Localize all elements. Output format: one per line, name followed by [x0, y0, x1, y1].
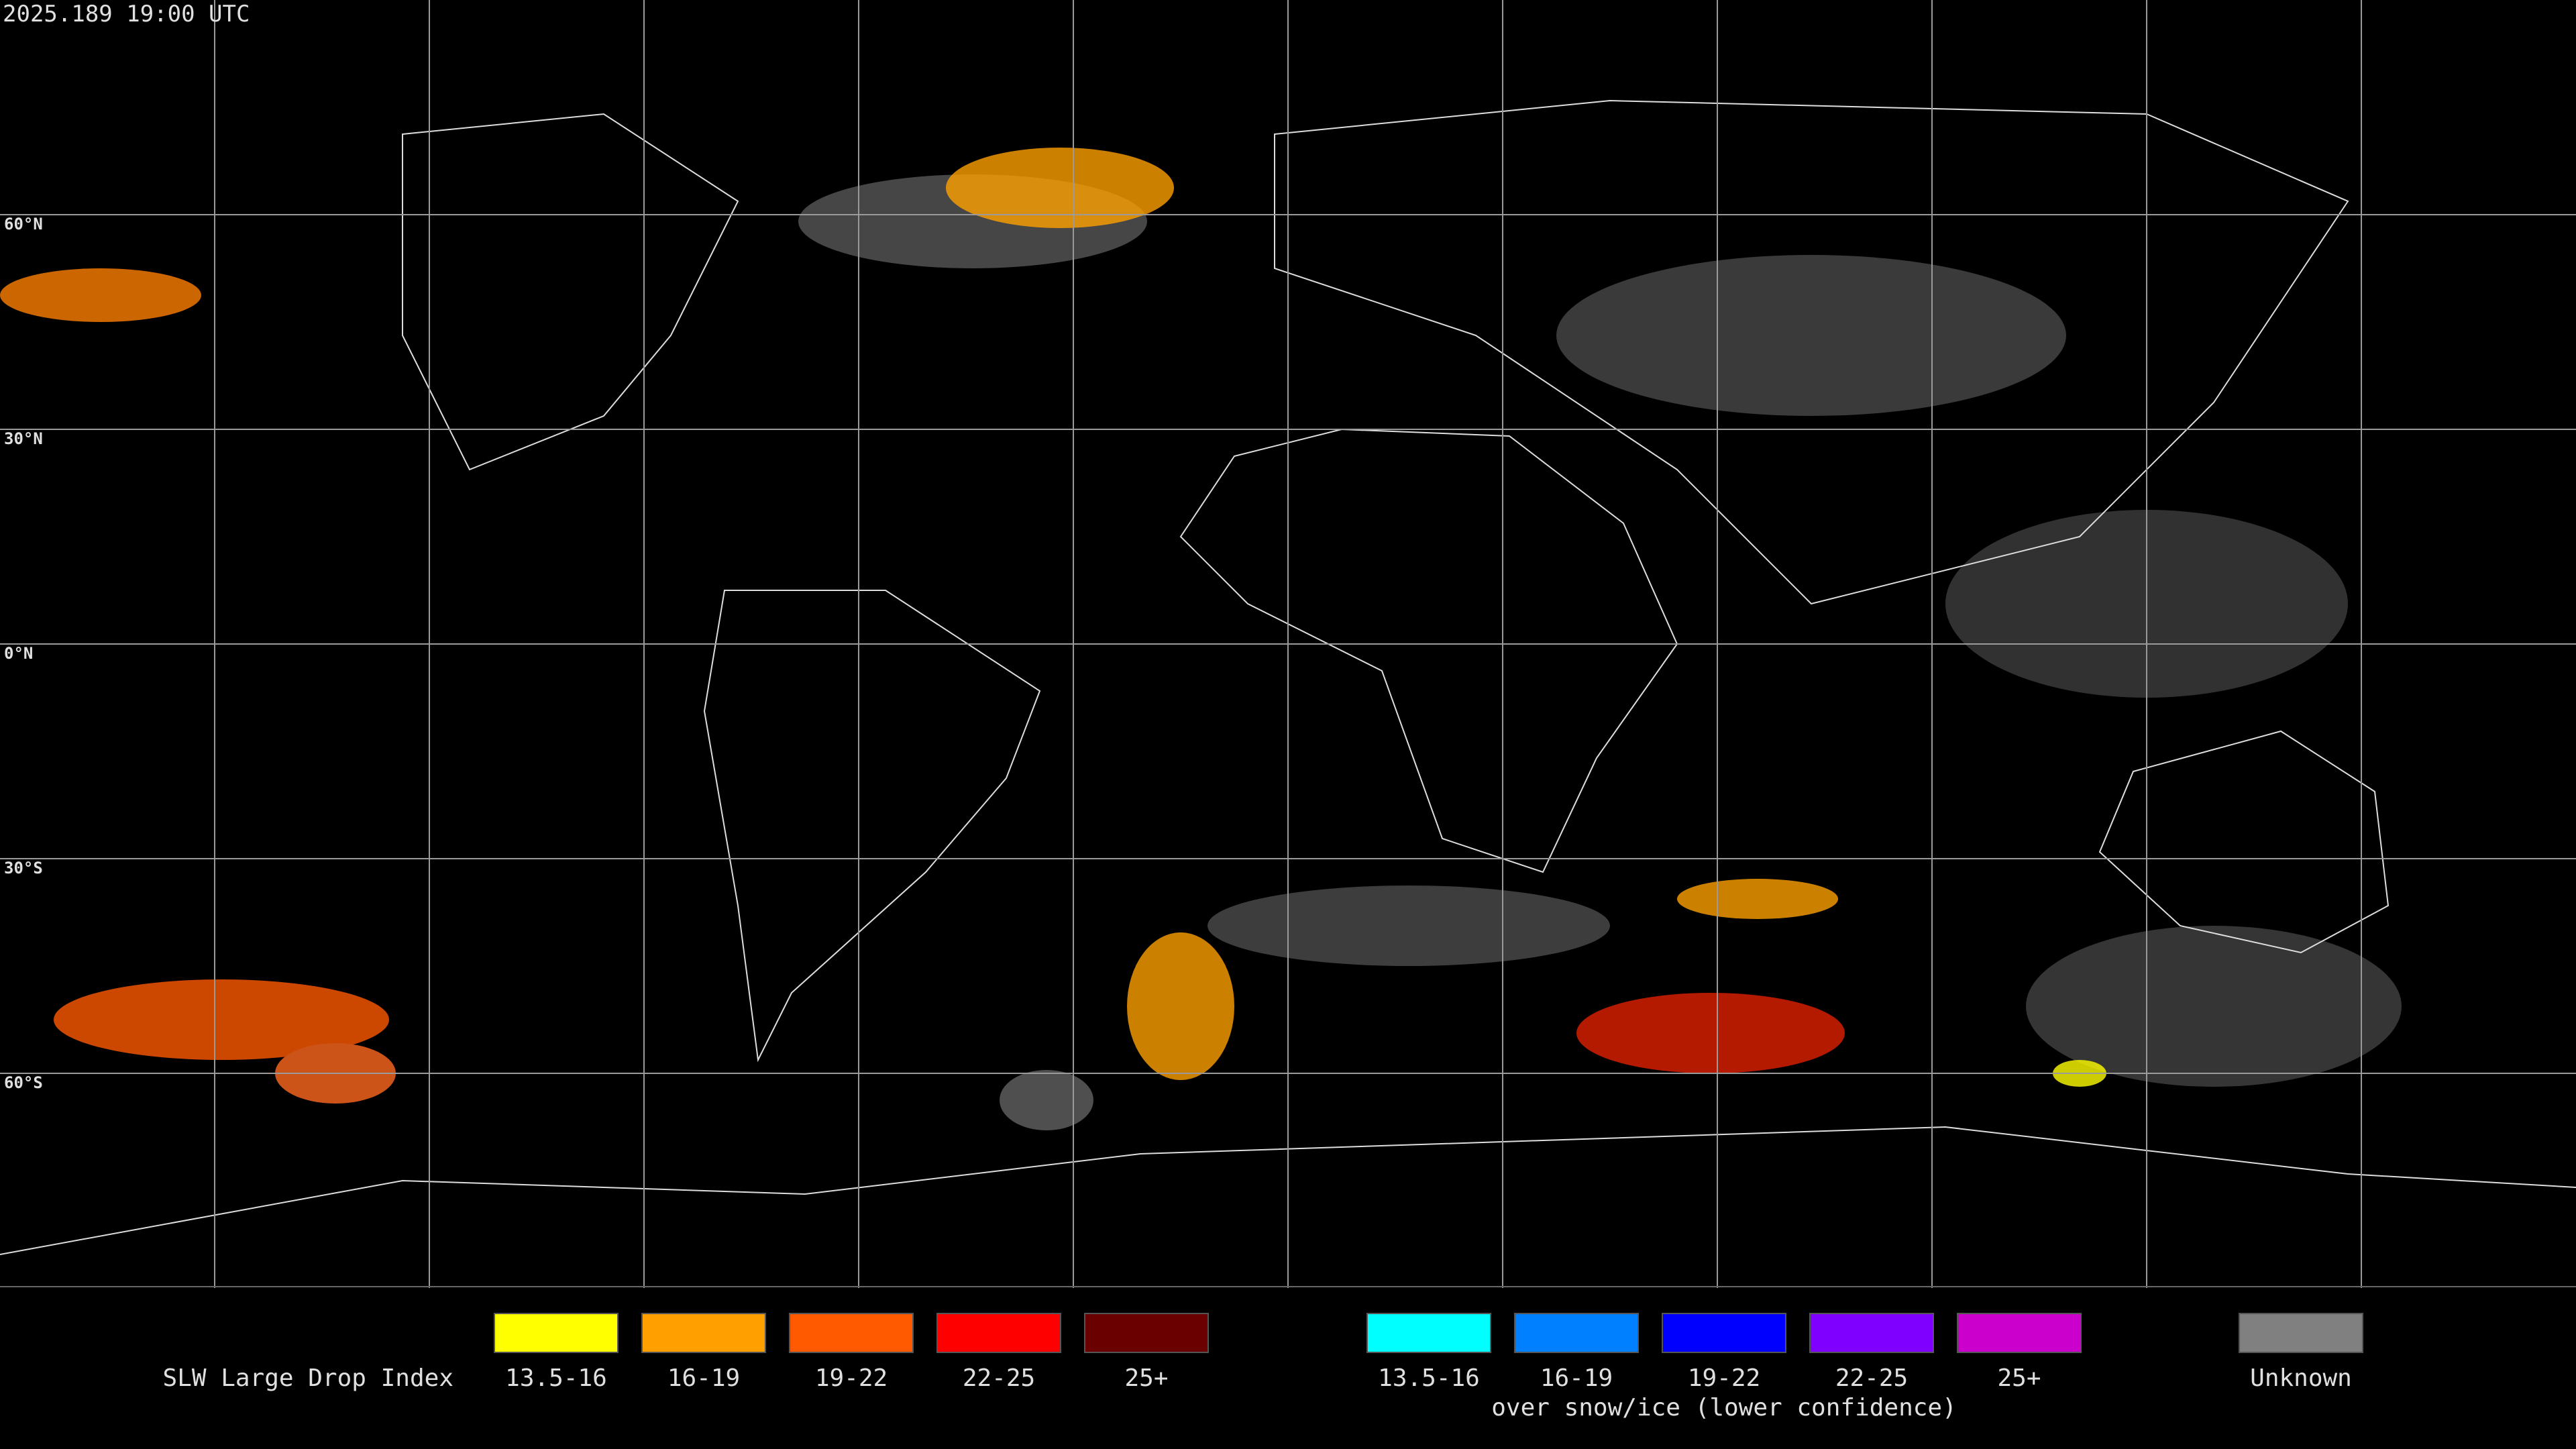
latitude-label: 60°N	[4, 215, 43, 233]
legend-label: 22-25	[1835, 1364, 1908, 1392]
legend-label: Unknown	[2250, 1364, 2352, 1392]
coastline	[402, 113, 739, 471]
drop-patch	[946, 148, 1174, 228]
coastline	[1179, 428, 1678, 873]
legend-label: 16-19	[667, 1364, 740, 1392]
legend-label: 25+	[1124, 1364, 1168, 1392]
legend-swatch	[1514, 1313, 1639, 1353]
cloud-patch	[1000, 1070, 1093, 1130]
latitude-label: 30°S	[4, 859, 43, 877]
legend-swatch	[1662, 1313, 1786, 1353]
legend-swatch	[1084, 1313, 1209, 1353]
cloud-patch	[2026, 926, 2402, 1087]
legend-label: 19-22	[815, 1364, 888, 1392]
drop-patch	[1677, 879, 1838, 919]
legend-label: 22-25	[963, 1364, 1035, 1392]
legend-swatch	[1957, 1313, 2082, 1353]
droplet-field	[0, 148, 2106, 1104]
legend-swatch	[789, 1313, 914, 1353]
legend-label: 13.5-16	[505, 1364, 607, 1392]
graticule: 60°N 30°N 0°N 30°S 60°S	[0, 0, 2576, 1288]
coastline	[0, 1126, 2576, 1255]
legend-swatch	[1809, 1313, 1934, 1353]
cloud-patch	[1208, 885, 1610, 966]
latitude-label: 30°N	[4, 429, 43, 448]
legend-label: 16-19	[1540, 1364, 1613, 1392]
cloud-patch	[1556, 255, 2066, 416]
legend-label: 13.5-16	[1378, 1364, 1480, 1392]
legend-swatch	[2239, 1313, 2363, 1353]
drop-patch	[1127, 932, 1234, 1080]
legend-swatch	[1366, 1313, 1491, 1353]
coastline	[2098, 730, 2390, 954]
drop-patch	[0, 268, 201, 322]
drop-patch	[54, 979, 389, 1060]
coastline	[1274, 99, 2349, 605]
legend-swatch	[494, 1313, 619, 1353]
legend: SLW Large Drop Index 13.5-16 16-19 19-22 22-…	[163, 1313, 2363, 1421]
legend-swatch	[641, 1313, 766, 1353]
legend-caption: over snow/ice (lower confidence)	[1491, 1394, 1957, 1421]
latitude-label: 0°N	[4, 644, 33, 663]
drop-patch	[1576, 993, 1845, 1073]
legend-swatch	[936, 1313, 1061, 1353]
coastlines	[0, 99, 2576, 1255]
latitude-label: 60°S	[4, 1073, 43, 1092]
legend-label: 25+	[1997, 1364, 2041, 1392]
legend-title: SLW Large Drop Index	[163, 1364, 453, 1392]
timestamp: 2025.189 19:00 UTC	[3, 1, 250, 28]
legend-label: 19-22	[1688, 1364, 1760, 1392]
